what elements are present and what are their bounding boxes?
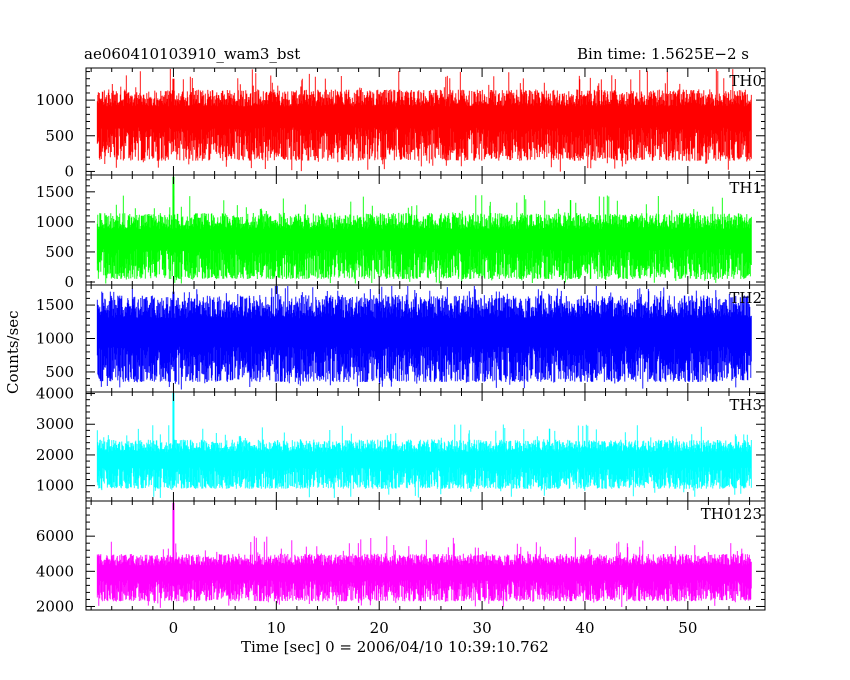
y-tick-label: 500 xyxy=(45,363,74,381)
y-tick-label: 1000 xyxy=(36,330,74,348)
y-tick-label: 1000 xyxy=(36,91,74,109)
x-axis-label: Time [sec] 0 = 2006/04/10 10:39:10.762 xyxy=(241,638,549,656)
panel-th1: 0 500 1000 1500 TH1 xyxy=(36,174,766,291)
x-tick-label: 0 xyxy=(169,619,179,637)
y-tick-label: 500 xyxy=(45,243,74,261)
light-curve-th3 xyxy=(96,424,752,498)
panel-th3: 1000 2000 3000 4000 TH3 xyxy=(36,385,766,502)
y-tick-label: 0 xyxy=(64,273,74,291)
panel-name-th0: TH0 xyxy=(729,72,762,90)
light-curve-th1 xyxy=(96,195,752,284)
panel-name-th1: TH1 xyxy=(729,179,762,197)
y-tick-label: 1000 xyxy=(36,213,74,231)
light-curve-th0123 xyxy=(96,536,752,608)
y-tick-label: 500 xyxy=(45,127,74,145)
bin-time-label: Bin time: 1.5625E−2 s xyxy=(577,45,750,63)
y-tick-label: 0 xyxy=(64,162,74,180)
y-tick-label: 1500 xyxy=(36,296,74,314)
panel-name-th3: TH3 xyxy=(729,396,762,414)
panel-name-th0123: TH0123 xyxy=(701,505,762,523)
chart-title: ae060410103910_wam3_bst xyxy=(84,45,301,63)
panel-th0123: 2000 4000 6000 TH0123 xyxy=(36,500,766,615)
x-tick-label: 10 xyxy=(267,619,286,637)
y-tick-label: 4000 xyxy=(36,562,74,580)
y-tick-label: 2000 xyxy=(36,597,74,615)
y-tick-label: 1000 xyxy=(36,477,74,495)
x-tick-label: 40 xyxy=(575,619,594,637)
x-tick-label: 50 xyxy=(678,619,697,637)
x-tick-label: 30 xyxy=(473,619,492,637)
panel-th0: 0 500 1000 TH0 xyxy=(36,67,766,180)
light-curve-th2 xyxy=(96,286,752,390)
y-tick-label: 1500 xyxy=(36,183,74,201)
y-tick-label: 4000 xyxy=(36,385,74,403)
panel-frame xyxy=(85,500,766,611)
y-tick-label: 2000 xyxy=(36,446,74,464)
y-axis-label: Counts/sec xyxy=(4,310,22,394)
light-curve-th0 xyxy=(96,69,752,172)
panel-name-th2: TH2 xyxy=(729,289,762,307)
y-tick-label: 3000 xyxy=(36,415,74,433)
y-tick-label: 6000 xyxy=(36,527,74,545)
x-tick-label: 20 xyxy=(370,619,389,637)
panel-th2: 500 1000 1500 TH2 xyxy=(36,284,766,393)
